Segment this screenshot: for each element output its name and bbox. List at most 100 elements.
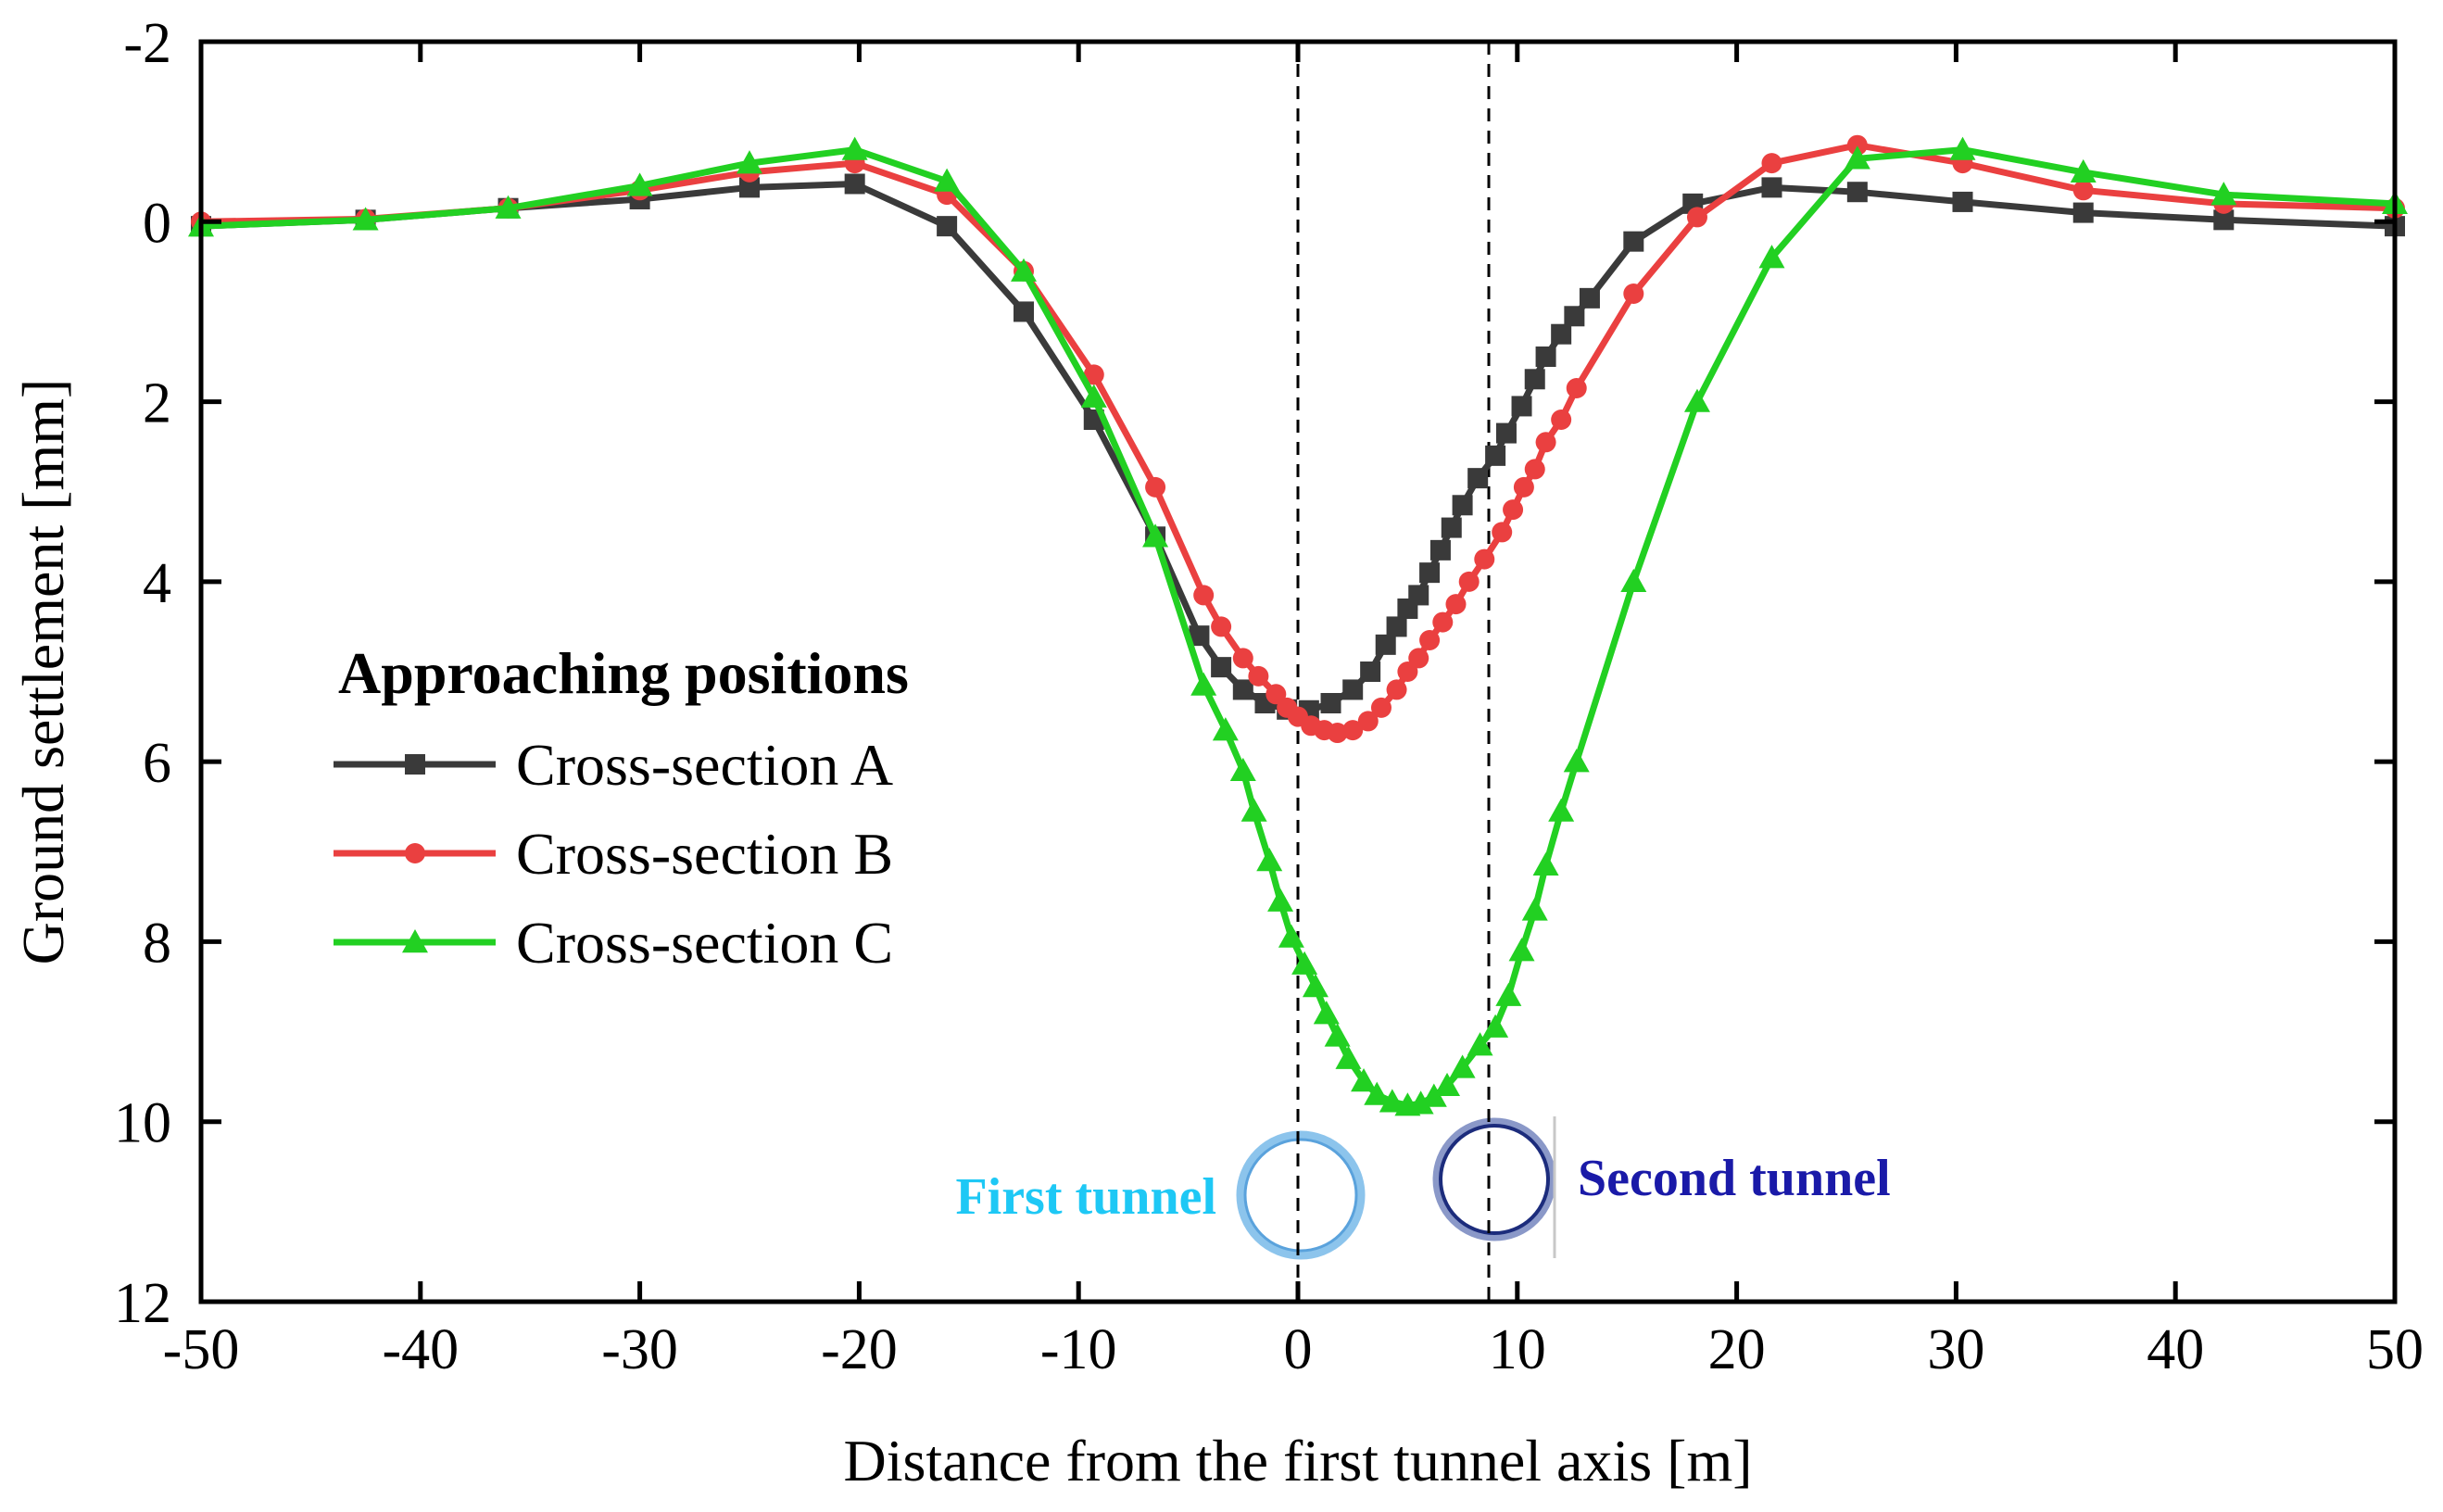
data-point (1846, 182, 1868, 203)
data-point (1949, 136, 1976, 160)
data-point (2213, 209, 2235, 231)
data-point (934, 168, 961, 192)
legend-item: Cross-section C (334, 910, 893, 976)
data-point (1952, 191, 1973, 212)
data-point (1189, 625, 1210, 647)
legend-item: Cross-section A (334, 732, 893, 798)
data-point (1313, 1001, 1340, 1025)
x-tick-label: 40 (2147, 1318, 2204, 1381)
series-3 (188, 136, 2408, 1116)
data-point (841, 136, 868, 160)
data-point (937, 216, 958, 237)
data-point (1080, 384, 1107, 408)
data-point (1232, 679, 1253, 700)
data-point (1513, 476, 1534, 498)
data-point (1503, 499, 1524, 521)
series-line (200, 142, 2396, 737)
legend: Approaching positions Cross-section A Cros… (334, 640, 909, 976)
data-point (739, 177, 760, 198)
legend-marker (405, 754, 425, 775)
data-point (1535, 346, 1556, 367)
data-point (1370, 697, 1392, 718)
data-point (1524, 459, 1545, 480)
legend-label: Cross-section C (516, 910, 893, 976)
data-point (2072, 202, 2094, 223)
data-point (1419, 630, 1441, 650)
data-point (1408, 648, 1429, 669)
data-point (1386, 616, 1407, 637)
data-point (1467, 1032, 1493, 1056)
data-point (1342, 679, 1364, 700)
data-point (1761, 153, 1782, 174)
data-point (1495, 422, 1517, 444)
data-point (1256, 848, 1283, 872)
data-point (737, 150, 762, 174)
data-point (1232, 648, 1253, 669)
data-point (1267, 888, 1294, 912)
data-point (495, 195, 522, 219)
x-tick-label: -50 (163, 1318, 240, 1381)
data-point (1011, 258, 1037, 282)
x-tick-label: -40 (382, 1318, 459, 1381)
data-point (1524, 369, 1545, 390)
y-tick-label: 8 (143, 912, 171, 975)
data-point (1419, 562, 1441, 584)
data-point (1563, 749, 1590, 773)
legend-label: Cross-section A (516, 732, 893, 798)
data-point (1302, 974, 1329, 998)
data-point (1474, 548, 1495, 570)
data-point (1351, 1068, 1378, 1092)
data-point (352, 207, 379, 231)
data-point (1193, 585, 1215, 606)
y-tick-label: 12 (114, 1272, 171, 1335)
data-point (1211, 657, 1232, 678)
data-point (1508, 938, 1535, 962)
y-tick-label: 4 (143, 552, 171, 615)
x-tick-label: 10 (1489, 1318, 1546, 1381)
data-point (1458, 571, 1480, 592)
data-point (2210, 182, 2237, 206)
data-point (1495, 982, 1522, 1006)
data-point (1335, 1045, 1362, 1069)
data-point (1291, 951, 1318, 975)
data-point (1240, 798, 1267, 822)
data-point (1846, 134, 1868, 156)
data-point (1449, 1054, 1476, 1078)
data-point (1320, 693, 1341, 713)
first-tunnel-inner-ring (1243, 1138, 1358, 1253)
data-point (1397, 662, 1418, 682)
data-point (1686, 207, 1707, 228)
y-tick-label: 2 (143, 372, 171, 435)
tunnel-annotations: First tunnel Second tunnel (955, 1116, 1891, 1260)
x-tick-label: -20 (821, 1318, 898, 1381)
data-point (1467, 468, 1489, 489)
data-point (1327, 723, 1348, 744)
first-tunnel-label: First tunnel (955, 1168, 1216, 1226)
data-point (1579, 287, 1600, 309)
data-point (1432, 611, 1454, 633)
data-point (1360, 662, 1381, 682)
data-point (1190, 672, 1217, 696)
first-tunnel-icon (1236, 1130, 1366, 1260)
x-tick-label: 0 (1284, 1318, 1313, 1381)
data-point (1761, 177, 1782, 198)
legend-item: Cross-section B (334, 821, 893, 887)
data-point (1758, 245, 1785, 269)
data-point (1429, 539, 1451, 561)
second-tunnel-inner-ring (1439, 1124, 1551, 1235)
data-point (626, 172, 653, 196)
data-point (1532, 851, 1559, 876)
data-point (1212, 717, 1239, 741)
data-point (1548, 798, 1575, 822)
data-point (1452, 495, 1473, 516)
data-point (1420, 1083, 1447, 1107)
data-point (1407, 1090, 1434, 1115)
data-point (1623, 231, 1644, 252)
data-point (1145, 476, 1166, 498)
data-point (2072, 180, 2094, 201)
data-point (1441, 517, 1462, 538)
second-tunnel-label: Second tunnel (1578, 1150, 1891, 1207)
data-point (1386, 679, 1407, 700)
